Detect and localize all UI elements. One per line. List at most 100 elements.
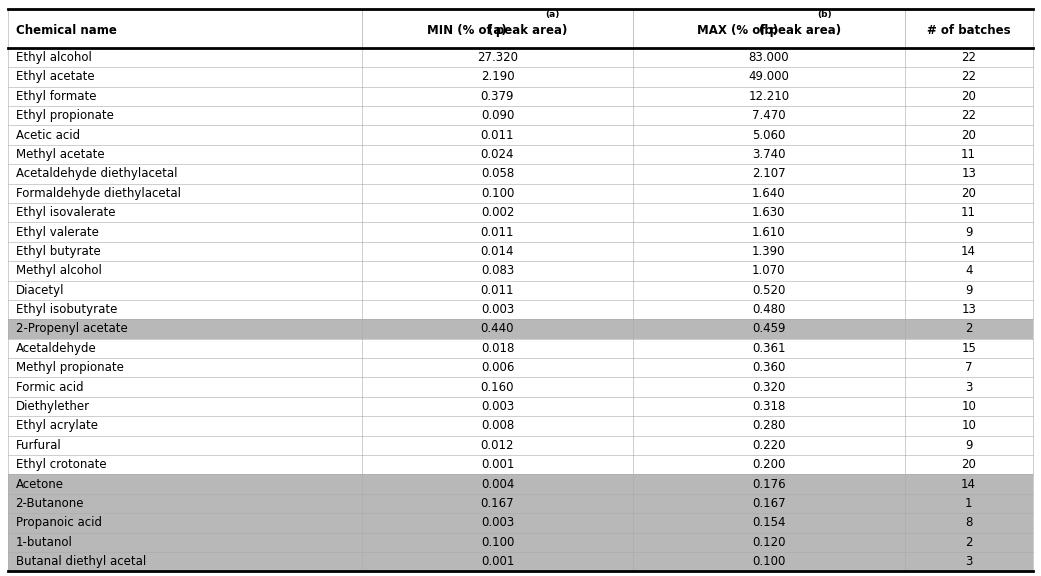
Bar [8,533,1033,552]
Bar [8,164,1033,184]
Text: 0.001: 0.001 [481,458,514,471]
Text: 27.320: 27.320 [477,51,518,64]
Text: Chemical name: Chemical name [16,24,117,37]
Text: 2: 2 [965,323,972,335]
Text: Ethyl crotonate: Ethyl crotonate [16,458,106,471]
Text: 0.167: 0.167 [752,497,786,510]
Text: 0.379: 0.379 [481,90,514,103]
Bar [8,416,1033,435]
Text: 0.003: 0.003 [481,517,514,529]
Text: Ethyl valerate: Ethyl valerate [16,226,99,238]
Bar [8,358,1033,377]
Text: 22: 22 [961,51,976,64]
Text: 8: 8 [965,517,972,529]
Text: 9: 9 [965,226,972,238]
Text: 13: 13 [961,303,976,316]
Text: MIN (% of peak area): MIN (% of peak area) [427,24,567,37]
Bar [8,203,1033,222]
Text: Ethyl acetate: Ethyl acetate [16,70,95,84]
Bar [8,494,1033,513]
Text: 1.640: 1.640 [752,187,786,200]
Bar [8,242,1033,261]
Text: 49.000: 49.000 [748,70,789,84]
Text: 20: 20 [961,458,976,471]
Text: 20: 20 [961,187,976,200]
Text: Ethyl propionate: Ethyl propionate [16,109,113,122]
Text: 3.740: 3.740 [753,148,786,161]
Text: Acetaldehyde diethylacetal: Acetaldehyde diethylacetal [16,168,177,180]
Text: 0.014: 0.014 [481,245,514,258]
Text: 0.459: 0.459 [753,323,786,335]
Text: Ethyl isobutyrate: Ethyl isobutyrate [16,303,117,316]
Text: 22: 22 [961,70,976,84]
Text: 0.440: 0.440 [481,323,514,335]
Text: 9: 9 [965,284,972,297]
Text: 0.004: 0.004 [481,478,514,491]
Text: 0.006: 0.006 [481,361,514,374]
Text: 0.320: 0.320 [753,381,786,393]
Text: Acetaldehyde: Acetaldehyde [16,342,97,355]
Bar [8,261,1033,281]
Text: Formaldehyde diethylacetal: Formaldehyde diethylacetal [16,187,181,200]
Text: 0.154: 0.154 [753,517,786,529]
Text: 0.018: 0.018 [481,342,514,355]
Text: 15: 15 [961,342,976,355]
Text: 10: 10 [961,400,976,413]
Bar [8,126,1033,145]
Bar [8,377,1033,397]
Bar [8,222,1033,242]
Text: Diethylether: Diethylether [16,400,90,413]
Text: 0.058: 0.058 [481,168,514,180]
Text: 0.200: 0.200 [753,458,786,471]
Text: 0.480: 0.480 [753,303,786,316]
Text: # of batches: # of batches [926,24,1011,37]
Text: 1-butanol: 1-butanol [16,536,73,549]
Text: Methyl propionate: Methyl propionate [16,361,124,374]
Bar [8,397,1033,416]
Text: MAX (% of peak area): MAX (% of peak area) [696,24,841,37]
Text: Acetic acid: Acetic acid [16,128,80,142]
Text: 0.008: 0.008 [481,419,514,433]
Text: Propanoic acid: Propanoic acid [16,517,102,529]
Bar [8,319,1033,339]
Text: 0.120: 0.120 [753,536,786,549]
Text: Ethyl isovalerate: Ethyl isovalerate [16,206,116,219]
Text: (a): (a) [488,24,507,37]
Text: 0.361: 0.361 [753,342,786,355]
Text: 3: 3 [965,555,972,568]
Text: 2-Propenyl acetate: 2-Propenyl acetate [16,323,127,335]
Text: Ethyl butyrate: Ethyl butyrate [16,245,100,258]
Text: 0.360: 0.360 [753,361,786,374]
Text: 10: 10 [961,419,976,433]
Text: 0.100: 0.100 [753,555,786,568]
Text: Ethyl formate: Ethyl formate [16,90,96,103]
Text: Furfural: Furfural [16,439,61,452]
Text: 9: 9 [965,439,972,452]
Text: Diacetyl: Diacetyl [16,284,65,297]
Text: 2-Butanone: 2-Butanone [16,497,84,510]
Bar [8,339,1033,358]
Text: 3: 3 [965,381,972,393]
Text: 12.210: 12.210 [748,90,789,103]
Text: 5.060: 5.060 [753,128,786,142]
Text: 2.190: 2.190 [481,70,514,84]
Text: 0.012: 0.012 [481,439,514,452]
Text: 0.167: 0.167 [481,497,514,510]
Text: 83.000: 83.000 [748,51,789,64]
Bar [8,145,1033,164]
Text: Acetone: Acetone [16,478,64,491]
Text: 0.011: 0.011 [481,128,514,142]
Text: 7.470: 7.470 [752,109,786,122]
Bar [8,184,1033,203]
Text: (b): (b) [817,10,832,19]
Text: 2.107: 2.107 [752,168,786,180]
Text: 0.083: 0.083 [481,264,514,277]
Text: 0.318: 0.318 [753,400,786,413]
Text: 0.100: 0.100 [481,536,514,549]
Bar [8,435,1033,455]
Text: 1.610: 1.610 [752,226,786,238]
Text: 0.176: 0.176 [752,478,786,491]
Text: 0.100: 0.100 [481,187,514,200]
Text: Ethyl alcohol: Ethyl alcohol [16,51,92,64]
Bar [8,552,1033,571]
